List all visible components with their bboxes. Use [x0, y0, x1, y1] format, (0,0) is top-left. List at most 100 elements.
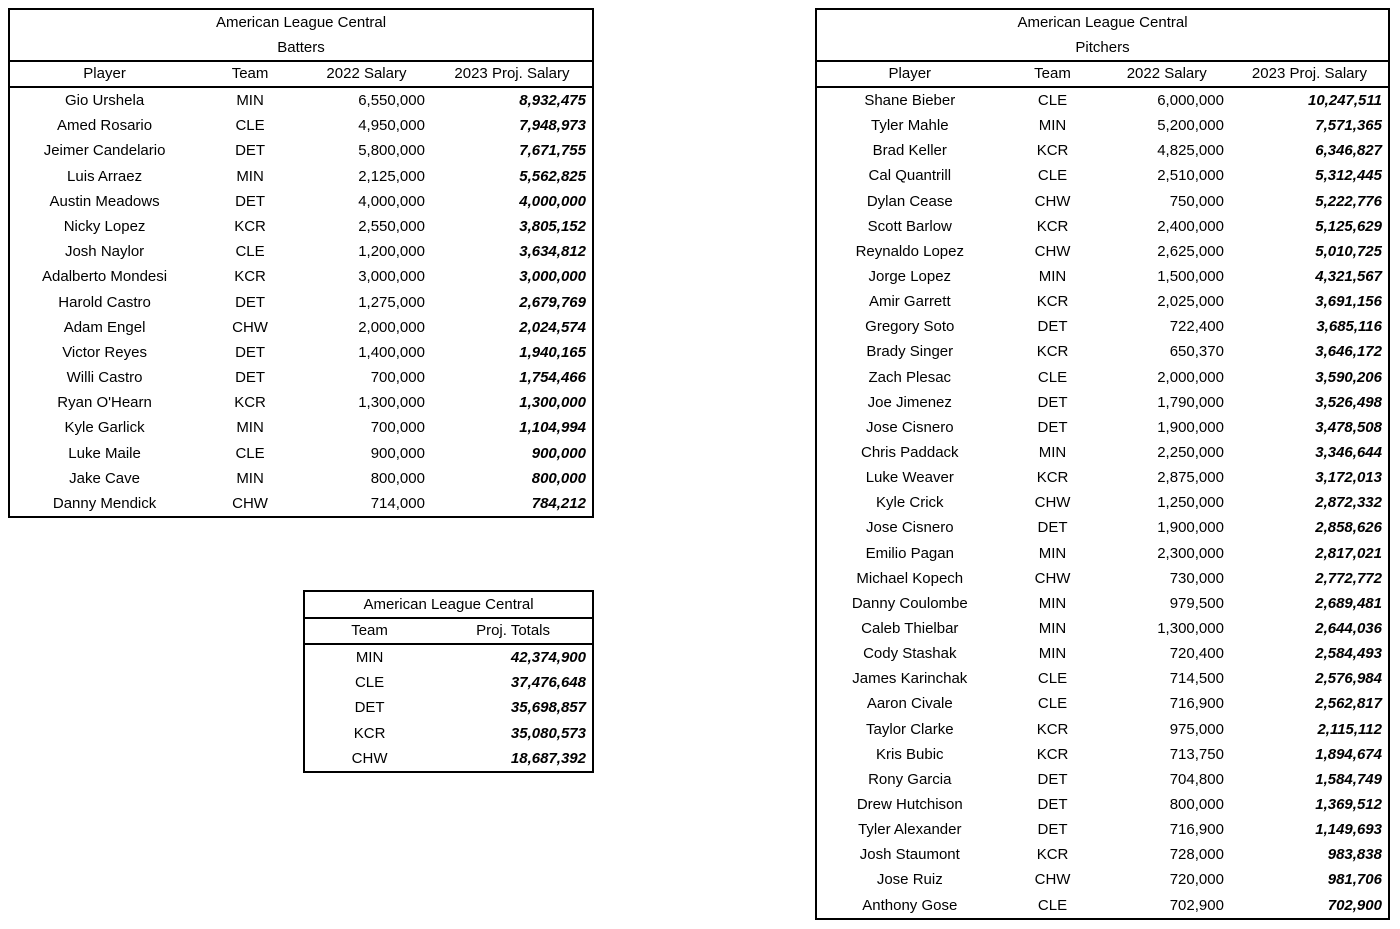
team-cell: CHW — [1034, 192, 1071, 210]
proj-salary-2023-cell: 3,634,812 — [519, 243, 586, 261]
proj-salary-2023-cell: 3,172,013 — [1315, 469, 1382, 487]
player-cell: Jose Cisnero — [866, 519, 954, 537]
proj-salary-2023-cell: 2,689,481 — [1315, 594, 1382, 612]
team-cell: DET — [235, 343, 266, 361]
proj-salary-2023-cell: 10,247,511 — [1308, 92, 1382, 109]
team-cell: MIN — [236, 167, 264, 185]
proj-salary-2023-cell: 981,706 — [1327, 871, 1382, 889]
player-cell: Jake Cave — [69, 469, 140, 487]
team-cell: MIN — [1038, 443, 1067, 461]
team-cell: CHW — [232, 495, 268, 512]
team-cell: DET — [1037, 318, 1068, 336]
column-header-player: Player — [888, 65, 932, 82]
team-cell: DET — [1037, 821, 1068, 839]
team-cell: KCR — [1036, 217, 1069, 235]
totals-title-line1: American League Central — [363, 596, 534, 613]
proj-salary-2023-cell: 3,691,156 — [1315, 293, 1382, 311]
salary-2022-cell: 1,400,000 — [358, 343, 425, 361]
salary-2022-cell: 800,000 — [370, 469, 425, 487]
player-cell: Joe Jimenez — [867, 393, 952, 411]
proj-salary-2023-cell: 5,010,725 — [1315, 242, 1382, 260]
player-cell: Harold Castro — [58, 293, 151, 311]
player-cell: Ryan O'Hearn — [57, 394, 152, 412]
table-row: Chris Paddack MIN 2,250,000 3,346,644 — [817, 440, 1388, 465]
table-row: DET 35,698,857 — [305, 695, 592, 720]
totals-table-body: MIN 42,374,900 CLE 37,476,648 DET 35,698… — [305, 645, 592, 771]
team-cell: CHW — [1034, 871, 1071, 889]
player-cell: Luke Maile — [68, 444, 141, 462]
salary-2022-cell: 975,000 — [1169, 720, 1224, 738]
proj-salary-2023-cell: 5,222,776 — [1315, 192, 1382, 210]
player-cell: Willi Castro — [66, 369, 143, 387]
salary-2022-cell: 2,125,000 — [358, 167, 425, 185]
team-cell: KCR — [353, 724, 386, 742]
proj-total-cell: 42,374,900 — [510, 649, 586, 666]
batters-table: American League Central Batters Player T… — [8, 8, 594, 519]
player-cell: Cody Stashak — [863, 645, 957, 663]
player-cell: Cal Quantrill — [868, 167, 952, 185]
player-cell: Drew Hutchison — [856, 795, 963, 813]
proj-salary-2023-cell: 1,369,512 — [1315, 795, 1382, 813]
totals-column-headers: Team Proj. Totals — [305, 619, 592, 645]
team-cell: DET — [1037, 770, 1068, 788]
proj-salary-2023-cell: 1,300,000 — [519, 394, 586, 412]
column-header-player: Player — [83, 65, 126, 82]
salary-2022-cell: 2,025,000 — [1157, 293, 1224, 311]
table-row: Gio Urshela MIN 6,550,000 8,932,475 — [10, 88, 592, 113]
proj-salary-2023-cell: 900,000 — [531, 444, 586, 462]
table-row: Ryan O'Hearn KCR 1,300,000 1,300,000 — [10, 390, 592, 415]
table-row: Luis Arraez MIN 2,125,000 5,562,825 — [10, 164, 592, 189]
table-row: Jake Cave MIN 800,000 800,000 — [10, 466, 592, 491]
salary-2022-cell: 1,500,000 — [1157, 267, 1224, 285]
player-cell: Luis Arraez — [67, 167, 143, 185]
table-row: Tyler Mahle MIN 5,200,000 7,571,365 — [817, 113, 1388, 138]
proj-salary-2023-cell: 2,576,984 — [1315, 670, 1382, 688]
table-row: Kyle Garlick MIN 700,000 1,104,994 — [10, 415, 592, 440]
team-cell: DET — [1037, 795, 1068, 813]
team-cell: CLE — [1037, 896, 1068, 914]
table-row: James Karinchak CLE 714,500 2,576,984 — [817, 666, 1388, 691]
team-cell: CHW — [351, 749, 388, 767]
salary-2022-cell: 714,500 — [1169, 670, 1224, 688]
player-cell: Brad Keller — [872, 142, 947, 160]
salary-2022-cell: 730,000 — [1169, 569, 1224, 587]
table-row: Drew Hutchison DET 800,000 1,369,512 — [817, 792, 1388, 817]
player-cell: Tyler Mahle — [871, 117, 949, 135]
team-cell: CLE — [235, 117, 265, 135]
team-cell: CLE — [235, 444, 265, 462]
player-cell: Jorge Lopez — [868, 267, 952, 285]
table-row: Gregory Soto DET 722,400 3,685,116 — [817, 314, 1388, 339]
salary-2022-cell: 1,300,000 — [358, 394, 425, 412]
proj-total-cell: 35,698,857 — [510, 699, 586, 717]
salary-2022-cell: 2,400,000 — [1157, 217, 1224, 235]
proj-total-cell: 35,080,573 — [510, 724, 586, 742]
team-cell: DET — [235, 192, 266, 210]
team-cell: CLE — [1037, 695, 1068, 713]
player-cell: Danny Coulombe — [851, 594, 968, 612]
team-cell: KCR — [234, 268, 266, 286]
salary-2022-cell: 6,550,000 — [358, 92, 425, 109]
proj-salary-2023-cell: 1,940,165 — [519, 343, 586, 361]
team-cell: DET — [354, 699, 385, 717]
player-cell: Taylor Clarke — [866, 720, 954, 738]
table-row: Adalberto Mondesi KCR 3,000,000 3,000,00… — [10, 264, 592, 289]
table-row: Adam Engel CHW 2,000,000 2,024,574 — [10, 315, 592, 340]
team-cell: MIN — [1038, 645, 1067, 663]
table-row: Kyle Crick CHW 1,250,000 2,872,332 — [817, 490, 1388, 515]
table-row: Shane Bieber CLE 6,000,000 10,247,511 — [817, 88, 1388, 113]
column-header-2023-proj-salary: 2023 Proj. Salary — [1251, 65, 1367, 82]
team-cell: DET — [1037, 418, 1068, 436]
table-row: Amed Rosario CLE 4,950,000 7,948,973 — [10, 113, 592, 138]
team-cell: KCR — [1036, 745, 1069, 763]
salary-2022-cell: 2,300,000 — [1157, 544, 1224, 562]
table-row: CHW 18,687,392 — [305, 746, 592, 771]
team-cell: CHW — [1034, 242, 1071, 260]
pitchers-title-line2: Pitchers — [1075, 39, 1130, 56]
salary-2022-cell: 3,000,000 — [358, 268, 425, 286]
salary-2022-cell: 4,000,000 — [358, 192, 425, 210]
column-header-team: Team — [351, 622, 388, 639]
proj-salary-2023-cell: 8,932,475 — [519, 92, 586, 109]
proj-salary-2023-cell: 3,646,172 — [1315, 343, 1382, 361]
proj-salary-2023-cell: 1,584,749 — [1315, 770, 1382, 788]
team-cell: CHW — [1034, 494, 1071, 512]
